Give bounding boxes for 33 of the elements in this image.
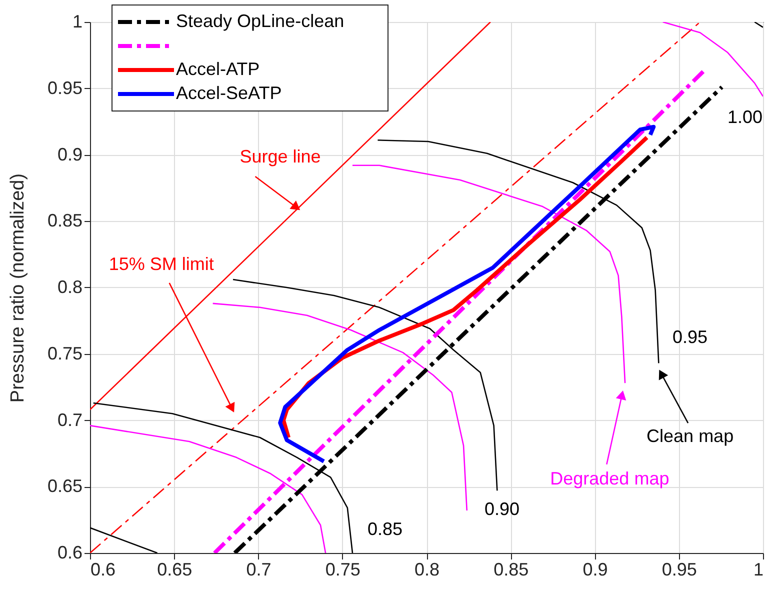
y-tick-label: 0.6: [57, 542, 82, 562]
annotation: 0.90: [484, 499, 520, 519]
x-tick-label: 0.9: [582, 560, 608, 580]
x-tick-label: 0.8: [414, 560, 440, 580]
x-tick-label: 0.95: [662, 560, 697, 580]
legend-label: Accel-SeATP: [176, 83, 282, 103]
line-series: [352, 164, 626, 384]
annotation: 0.95: [672, 327, 708, 347]
y-tick-label: 1: [72, 12, 82, 32]
legend-label: Accel-ATP: [176, 59, 260, 79]
y-tick-label: 0.95: [47, 78, 82, 98]
x-tick-label: 1: [753, 560, 764, 580]
line-series: [662, 22, 763, 97]
annotation: 15% SM limit: [108, 254, 214, 274]
y-tick-label: 0.9: [57, 144, 82, 164]
line-series: [377, 139, 660, 364]
annotation: Clean map: [646, 426, 734, 446]
x-tick-label: 0.75: [325, 560, 360, 580]
x-tick-label: 0.7: [246, 560, 272, 580]
x-tick-label: 0.85: [494, 560, 529, 580]
annotation: Surge line: [240, 146, 321, 167]
x-tick-label: 0.65: [157, 560, 192, 580]
annotation: 1.00: [727, 107, 763, 127]
y-tick-label: 0.85: [47, 210, 82, 231]
legend-label: Steady OpLine-clean: [176, 11, 344, 31]
annotation: Degraded map: [550, 468, 670, 488]
y-axis-title: Pressure ratio (normalized): [8, 173, 28, 403]
annotation: 0.85: [367, 519, 403, 539]
y-tick-label: 0.8: [57, 277, 82, 297]
x-tick-label: 0.6: [90, 560, 116, 580]
y-tick-label: 0.75: [47, 343, 82, 364]
y-tick-label: 0.65: [47, 476, 82, 496]
y-tick-label: 0.7: [57, 410, 82, 430]
